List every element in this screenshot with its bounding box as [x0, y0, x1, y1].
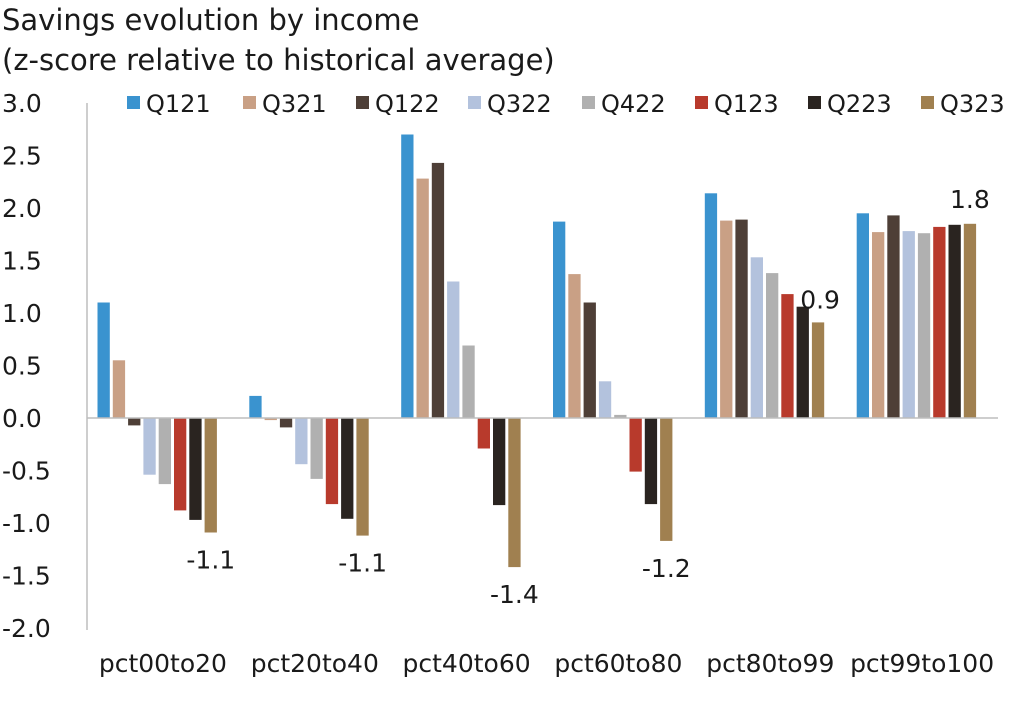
- data-label: -1.4: [490, 580, 539, 609]
- legend-swatch: [127, 96, 140, 109]
- bar-Q123-pct40to60: [477, 418, 490, 449]
- y-axis: 3.0 2.5 2.0 1.5 1.0 0.5 0.0 -0.5 -1.0 -1.5 -2.0: [2, 89, 88, 643]
- bar-Q121-pct80to99: [704, 193, 718, 418]
- bar-Q122-pct60to80: [583, 302, 596, 418]
- legend-label: Q123: [714, 90, 779, 118]
- y-tick-label: -0.5: [2, 457, 51, 486]
- x-tick-label: pct40to60: [403, 649, 531, 678]
- bar-Q123-pct00to20: [174, 418, 187, 511]
- bar-Q322-pct99to100: [902, 231, 915, 418]
- y-tick-label: -1.5: [2, 562, 51, 591]
- bar-Q123-pct60to80: [629, 418, 642, 472]
- bar-Q121-pct20to40: [249, 395, 262, 418]
- x-tick-label: pct00to20: [99, 649, 227, 678]
- bar-Q422-pct20to40: [310, 418, 323, 479]
- bar-Q122-pct20to40: [279, 418, 293, 428]
- bar-Q122-pct80to99: [735, 219, 748, 418]
- bar-Q223-pct60to80: [644, 418, 658, 505]
- bar-Q422-pct40to60: [462, 345, 475, 418]
- x-tick-label: pct60to80: [554, 649, 682, 678]
- legend-label: Q321: [262, 90, 327, 118]
- bar-Q323-pct40to60: [508, 418, 521, 568]
- legend-swatch: [243, 96, 256, 109]
- x-tick-label: pct99to100: [850, 649, 994, 678]
- bar-Q422-pct00to20: [158, 418, 171, 485]
- legend-label: Q322: [487, 90, 552, 118]
- bar-Q323-pct80to99: [811, 322, 825, 418]
- bar-Q323-pct20to40: [356, 418, 369, 536]
- bar-Q121-pct60to80: [553, 221, 566, 418]
- data-label: 0.9: [800, 285, 840, 314]
- bar-Q422-pct60to80: [614, 414, 627, 418]
- data-labels: -1.1 -1.1 -1.4 -1.2 0.9 1.8: [186, 185, 989, 609]
- bar-Q321-pct20to40: [264, 418, 277, 421]
- data-label: -1.1: [338, 549, 387, 578]
- x-axis: pct00to20 pct20to40 pct40to60 pct60to80 pct8…: [87, 417, 998, 678]
- bar-Q122-pct99to100: [887, 215, 900, 418]
- legend-swatch: [921, 96, 934, 109]
- y-tick-label: -2.0: [2, 614, 51, 643]
- bar-Q323-pct99to100: [963, 223, 977, 419]
- bar-Q321-pct00to20: [112, 360, 126, 419]
- legend-swatch: [356, 96, 369, 109]
- legend-label: Q422: [601, 90, 666, 118]
- legend-swatch: [695, 96, 708, 109]
- data-label: -1.2: [642, 554, 691, 583]
- y-tick-label: 0.5: [2, 352, 42, 381]
- bar-Q422-pct99to100: [917, 233, 931, 418]
- bar-Q322-pct40to60: [447, 281, 460, 418]
- bar-Q122-pct00to20: [128, 418, 141, 426]
- bar-Q122-pct40to60: [431, 162, 445, 418]
- bar-Q322-pct20to40: [295, 418, 308, 465]
- legend-label: Q223: [827, 90, 892, 118]
- y-tick-label: -1.0: [2, 509, 51, 538]
- bar-Q223-pct40to60: [493, 418, 506, 506]
- bar-Q322-pct00to20: [143, 418, 156, 475]
- x-tick-label: pct20to40: [251, 649, 379, 678]
- bar-Q223-pct00to20: [189, 418, 202, 520]
- bar-Q123-pct20to40: [325, 418, 339, 505]
- data-label: -1.1: [186, 546, 235, 575]
- chart-legend: Q121 Q321 Q122 Q322 Q422 Q123 Q223 Q323: [127, 90, 1005, 118]
- y-tick-label: 2.5: [2, 142, 42, 171]
- bar-Q323-pct60to80: [660, 418, 673, 541]
- bar-Q321-pct60to80: [568, 274, 581, 418]
- legend-label: Q122: [375, 90, 440, 118]
- bar-Q422-pct80to99: [766, 273, 779, 418]
- bar-marks: [97, 134, 977, 568]
- legend-label: Q323: [940, 90, 1005, 118]
- bar-Q223-pct80to99: [796, 306, 809, 418]
- bar-Q121-pct00to20: [97, 302, 110, 418]
- y-tick-label: 1.0: [2, 299, 42, 328]
- bar-Q321-pct80to99: [720, 220, 733, 418]
- legend-swatch: [468, 96, 481, 109]
- legend-swatch: [808, 96, 821, 109]
- bar-Q321-pct40to60: [416, 178, 429, 418]
- chart-subtitle: (z-score relative to historical average): [2, 43, 555, 77]
- x-tick-label: pct80to99: [706, 649, 834, 678]
- bar-Q121-pct99to100: [856, 213, 869, 419]
- y-tick-label: 2.0: [2, 194, 42, 223]
- y-tick-label: 1.5: [2, 247, 42, 276]
- bar-Q123-pct80to99: [781, 294, 794, 418]
- legend-swatch: [582, 96, 595, 109]
- bar-Q323-pct00to20: [204, 418, 217, 533]
- y-tick-label: 0.0: [2, 404, 42, 433]
- bar-Q121-pct40to60: [401, 134, 414, 418]
- data-label: 1.8: [950, 185, 990, 214]
- bar-Q321-pct99to100: [872, 232, 885, 418]
- bar-Q223-pct20to40: [341, 418, 354, 519]
- bar-Q322-pct80to99: [750, 257, 763, 418]
- chart-title: Savings evolution by income: [2, 3, 420, 37]
- bar-Q322-pct60to80: [598, 381, 612, 419]
- y-tick-label: 3.0: [2, 89, 42, 118]
- bar-Q223-pct99to100: [948, 224, 961, 418]
- legend-label: Q121: [146, 90, 211, 118]
- bar-Q123-pct99to100: [933, 226, 946, 418]
